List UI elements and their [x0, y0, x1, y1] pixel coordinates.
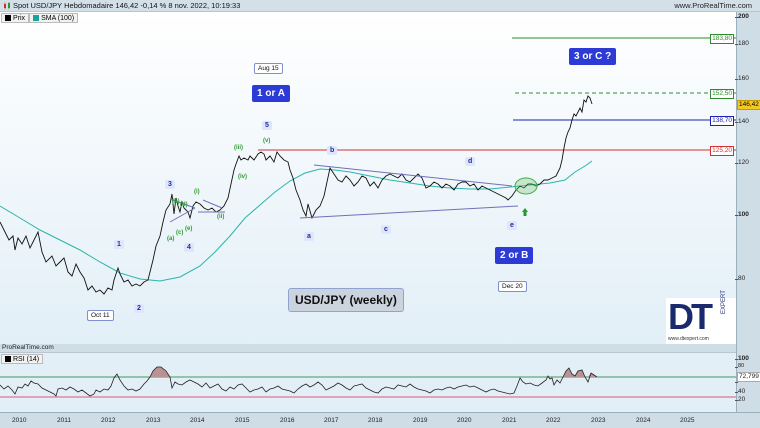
x-tick-2014: 2014 — [190, 417, 205, 424]
rsi-tick-80: 80 — [734, 363, 745, 369]
y-tick-200: 200 — [735, 13, 749, 20]
rsi-current-value: 72,799 — [737, 372, 760, 382]
x-tick-2010: 2010 — [12, 417, 27, 424]
y-tick-80: 80 — [734, 275, 746, 282]
date-label-oct11: Oct 11 — [87, 310, 114, 321]
wave-label-a: a — [304, 232, 314, 241]
y-tick-100: 100 — [735, 211, 749, 218]
x-tick-2017: 2017 — [324, 417, 339, 424]
site-link[interactable]: www.ProRealTime.com — [674, 1, 752, 10]
x-tick-2021: 2021 — [502, 417, 517, 424]
annotation-3-or-c: 3 or C ? — [569, 48, 617, 65]
chart-title-box: USD/JPY (weekly) — [288, 288, 404, 312]
x-tick-2016: 2016 — [280, 417, 295, 424]
date-label-aug15: Aug 15 — [254, 63, 283, 74]
price-chart-svg — [0, 37, 736, 295]
x-tick-2023: 2023 — [591, 417, 606, 424]
header-bar: Spot USD/JPY Hebdomadaire 146,42 -0,14 %… — [0, 0, 760, 12]
time-axis[interactable] — [0, 412, 760, 428]
legend-item-sma[interactable]: SMA (100) — [29, 13, 79, 23]
annotation-2-or-b: 2 or B — [495, 247, 534, 264]
level-label-183: 183,80 — [710, 34, 734, 44]
logo-url: www.dtexpert.com — [668, 336, 709, 342]
rsi-swatch-icon — [5, 356, 11, 362]
x-tick-2012: 2012 — [101, 417, 116, 424]
level-label-138: 138,70 — [710, 116, 734, 126]
wave-label-d: d — [465, 157, 476, 166]
x-tick-2019: 2019 — [413, 417, 428, 424]
wave-label-5: 5 — [262, 121, 272, 130]
rsi-tick-40: 40 — [734, 388, 746, 395]
wave-label-1: 1 — [114, 240, 124, 249]
rsi-panel[interactable] — [0, 352, 736, 412]
rsi-tick-20: 20 — [734, 396, 746, 403]
x-tick-2013: 2013 — [146, 417, 161, 424]
subwave-label-v: (v) — [263, 138, 271, 144]
subwave-label-ii: (ii) — [217, 214, 225, 220]
rsi-chart-svg — [0, 366, 736, 398]
level-label-152: 152,50 — [710, 89, 734, 99]
wave-label-c: c — [381, 225, 391, 234]
x-tick-2024: 2024 — [636, 417, 651, 424]
y-tick-180: 180 — [735, 40, 749, 47]
current-price-tag: 146,42 — [737, 100, 760, 110]
subwave-label-b: (b) — [172, 199, 180, 205]
y-tick-140: 140 — [735, 118, 749, 125]
x-tick-2015: 2015 — [235, 417, 250, 424]
subwave-label-iv: (iv) — [238, 174, 247, 180]
subwave-label-d: (d) — [180, 202, 188, 208]
x-tick-2025: 2025 — [680, 417, 695, 424]
dt-expert-logo: DT EXPERT www.dtexpert.com — [666, 290, 736, 344]
wave-label-4: 4 — [184, 243, 194, 252]
x-tick-2011: 2011 — [57, 417, 71, 424]
wave-label-e: e — [507, 221, 517, 230]
rsi-tick-100: 100 — [735, 355, 749, 362]
legend-item-price[interactable]: Prix — [1, 13, 30, 23]
x-tick-2018: 2018 — [368, 417, 383, 424]
x-tick-2020: 2020 — [457, 417, 472, 424]
x-tick-2022: 2022 — [546, 417, 561, 424]
logo-sub: EXPERT — [721, 290, 727, 314]
wave-label-3: 3 — [165, 180, 175, 189]
wave-label-2: 2 — [134, 304, 144, 313]
subwave-label-i: (i) — [194, 189, 200, 195]
subwave-label-c: (c) — [176, 230, 184, 236]
chart-title-bar: Spot USD/JPY Hebdomadaire 146,42 -0,14 %… — [13, 1, 241, 10]
date-label-dec20: Dec 20 — [498, 281, 527, 292]
subwave-label-iii: (iii) — [234, 145, 243, 151]
sma-swatch-icon — [33, 15, 40, 21]
level-label-125: 125,20 — [710, 146, 734, 156]
rsi-legend[interactable]: RSI (14) — [1, 354, 44, 364]
price-swatch-icon — [5, 15, 11, 21]
annotation-1-or-a: 1 or A — [252, 85, 290, 102]
y-tick-160: 160 — [735, 75, 749, 82]
y-tick-120: 120 — [735, 159, 749, 166]
subwave-label-e: (e) — [185, 226, 193, 232]
price-axis[interactable] — [736, 12, 760, 412]
legend: Prix SMA (100) — [1, 13, 79, 23]
candlestick-icon — [4, 2, 10, 10]
wave-label-b: b — [327, 146, 338, 155]
subwave-label-a: (a) — [167, 236, 175, 242]
logo-brand: DT — [668, 296, 713, 337]
prorealtime-source: ProRealTime.com — [2, 344, 54, 351]
